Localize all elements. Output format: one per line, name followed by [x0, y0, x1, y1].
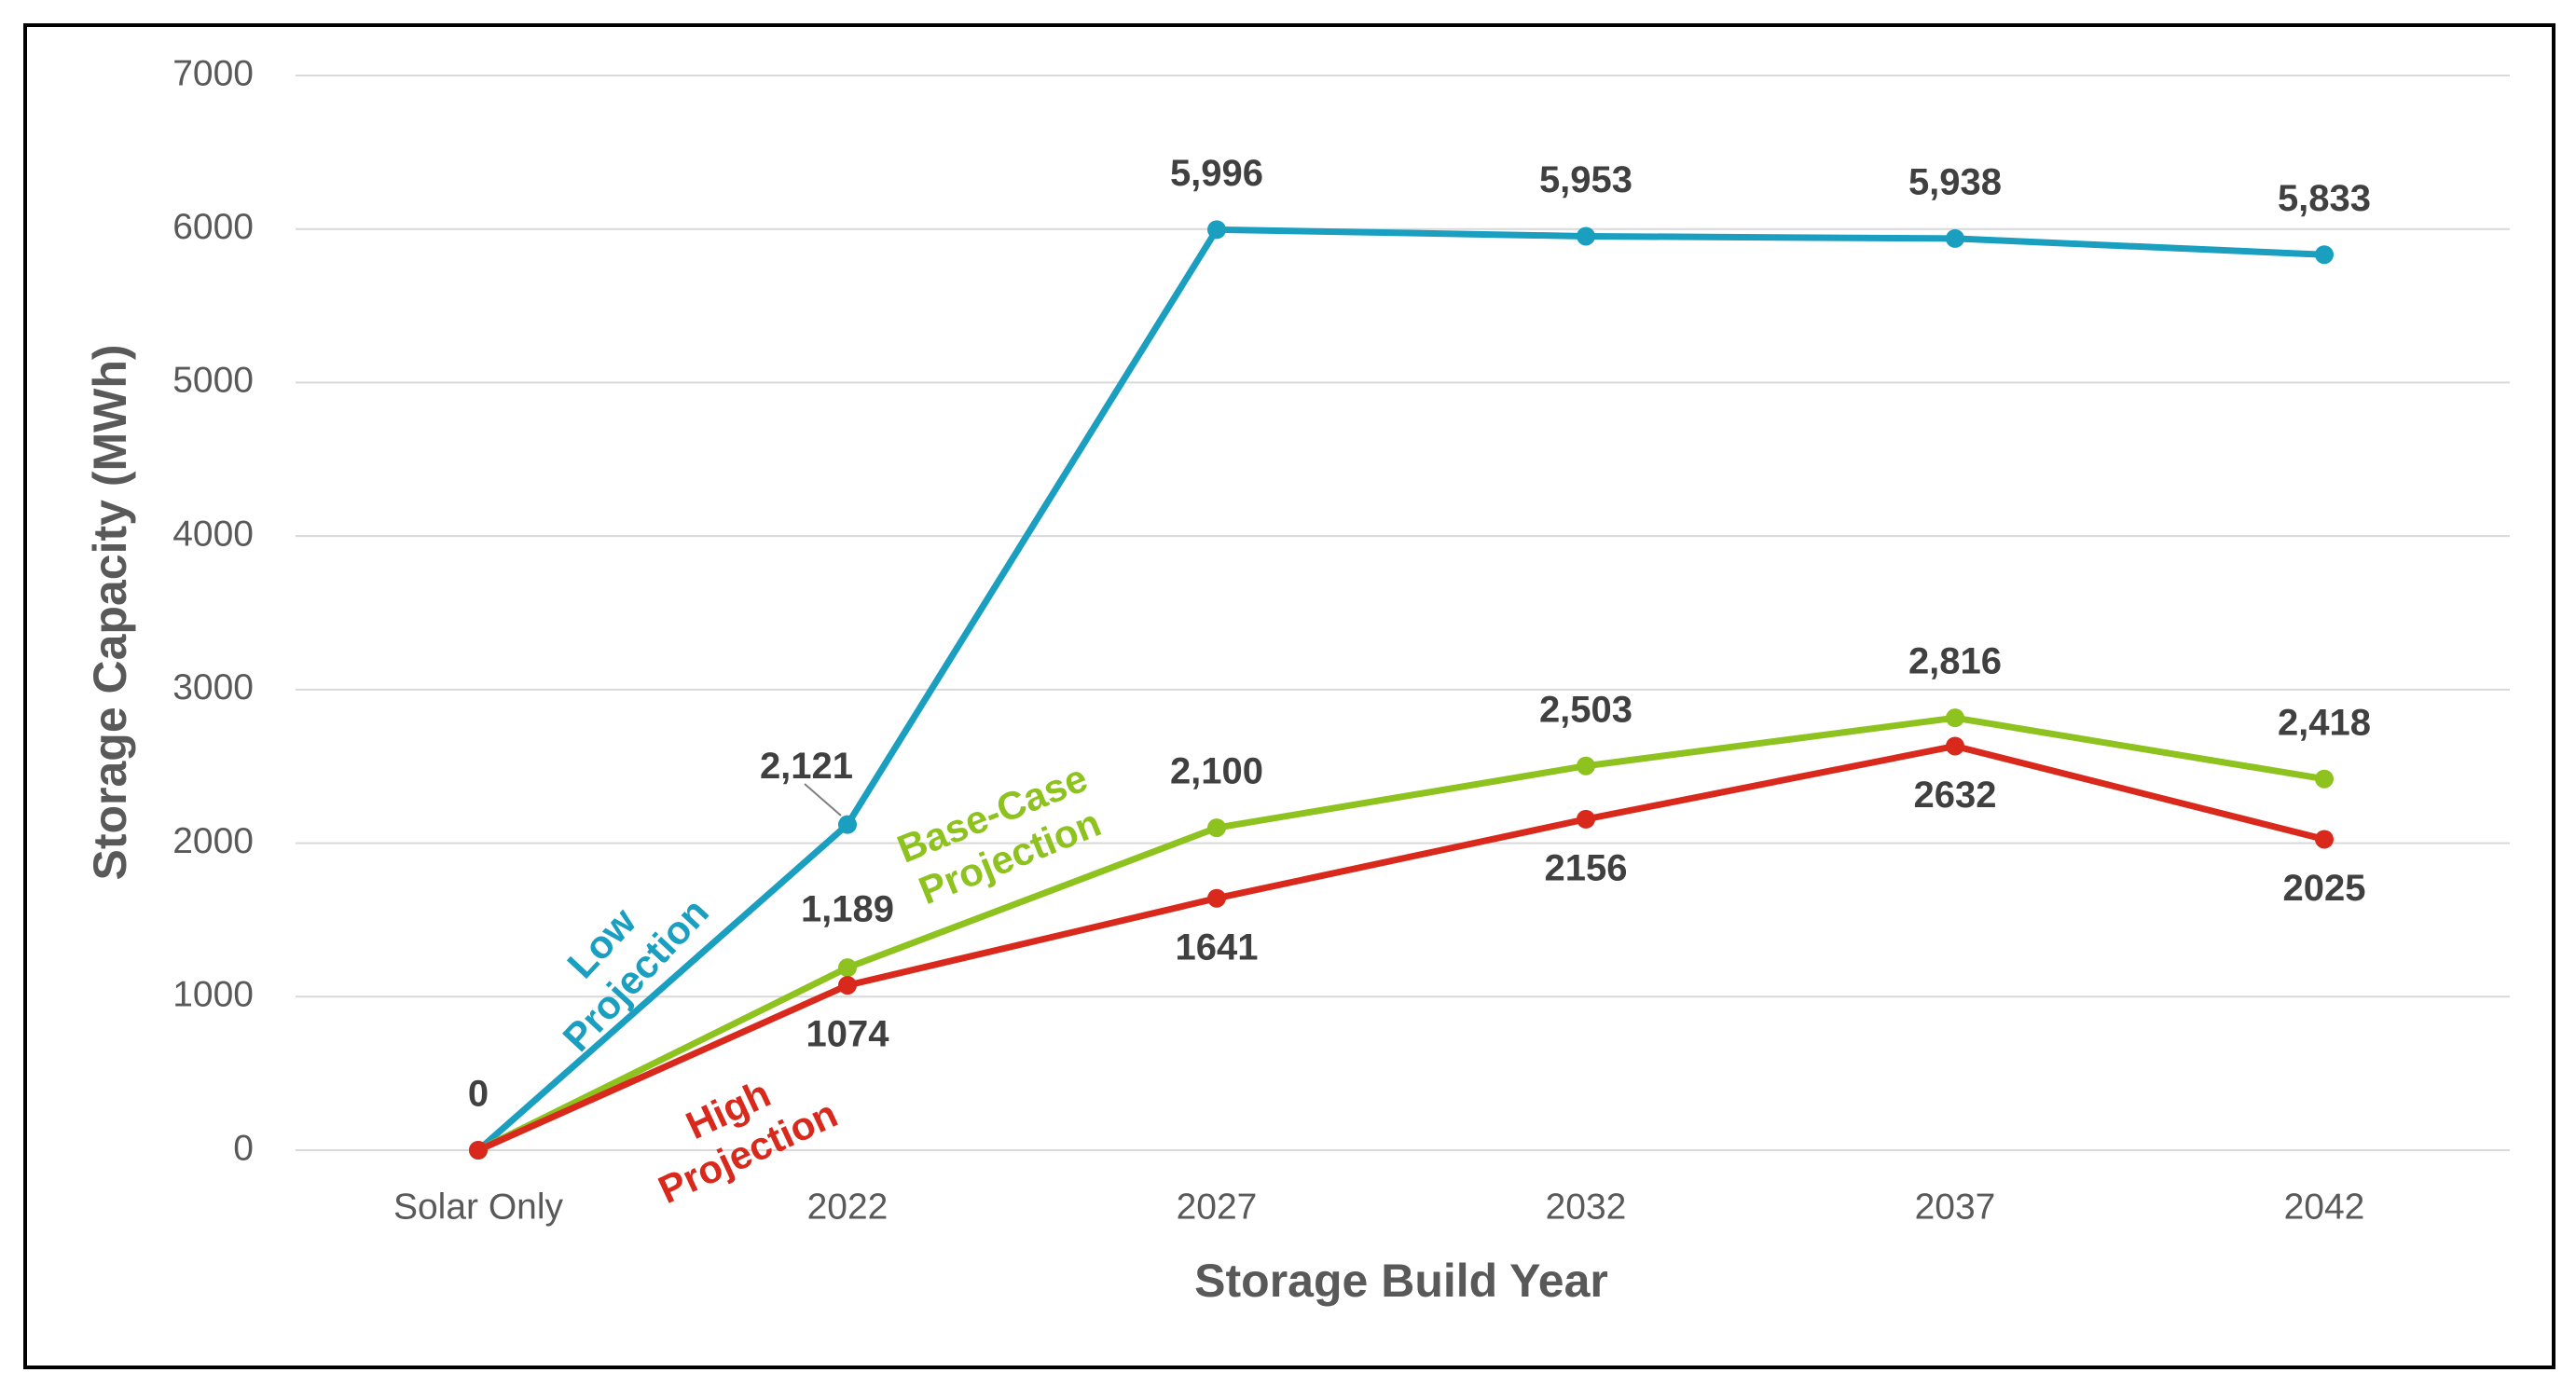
data-point	[1946, 736, 1964, 756]
data-point	[1577, 756, 1595, 775]
data-point	[1946, 228, 1964, 248]
data-label: 2,121	[760, 746, 853, 787]
data-point	[469, 1141, 488, 1160]
y-tick-label: 7000	[172, 53, 254, 93]
data-label: 5,833	[2278, 178, 2371, 219]
leader-line	[804, 783, 842, 817]
series-line	[476, 742, 2325, 1154]
series-line	[476, 714, 2325, 1154]
data-label: 0	[468, 1074, 489, 1115]
x-tick-label: 2032	[1546, 1187, 1627, 1227]
data-label: 1074	[806, 1014, 890, 1055]
y-tick-label: 4000	[172, 514, 254, 554]
data-label: 1641	[1176, 926, 1259, 968]
data-point	[1577, 226, 1595, 246]
data-label: 5,938	[1908, 161, 2002, 202]
chart-border	[23, 23, 2555, 1369]
y-tick-label: 0	[233, 1128, 254, 1168]
data-label: 2,503	[1539, 689, 1632, 730]
data-label: 5,953	[1539, 159, 1632, 200]
data-label: 1,189	[801, 889, 894, 930]
x-tick-label: 2042	[2284, 1187, 2365, 1227]
x-tick-label: 2027	[1177, 1187, 1258, 1227]
y-tick-label: 3000	[172, 667, 254, 707]
x-tick-label: Solar Only	[393, 1187, 564, 1227]
data-point	[838, 976, 857, 995]
y-axis-title: Storage Capacity (MWh)	[84, 344, 136, 880]
data-label: 5,996	[1170, 153, 1263, 194]
x-axis-title: Storage Build Year	[1194, 1255, 1608, 1307]
data-point	[1207, 888, 1226, 908]
data-point	[2315, 830, 2334, 849]
y-tick-label: 6000	[172, 207, 254, 247]
data-label: 2156	[1545, 847, 1628, 888]
x-tick-label: 2022	[807, 1187, 889, 1227]
data-point	[838, 815, 857, 834]
y-tick-label: 5000	[172, 361, 254, 401]
data-label: 2,100	[1170, 751, 1263, 792]
data-label: 2632	[1914, 775, 1997, 816]
y-tick-label: 2000	[172, 821, 254, 861]
data-point	[1207, 818, 1226, 838]
data-point	[2315, 245, 2334, 265]
data-point	[1577, 809, 1595, 829]
data-label: 2,816	[1908, 641, 2002, 682]
data-label: 2025	[2283, 868, 2366, 909]
x-tick-label: 2037	[1915, 1187, 1996, 1227]
y-tick-label: 1000	[172, 975, 254, 1015]
data-point	[2315, 769, 2334, 789]
series-line	[475, 226, 2325, 1153]
data-point	[1946, 708, 1964, 728]
data-point	[838, 958, 857, 978]
data-point	[1207, 220, 1226, 240]
data-label: 2,418	[2278, 702, 2371, 743]
